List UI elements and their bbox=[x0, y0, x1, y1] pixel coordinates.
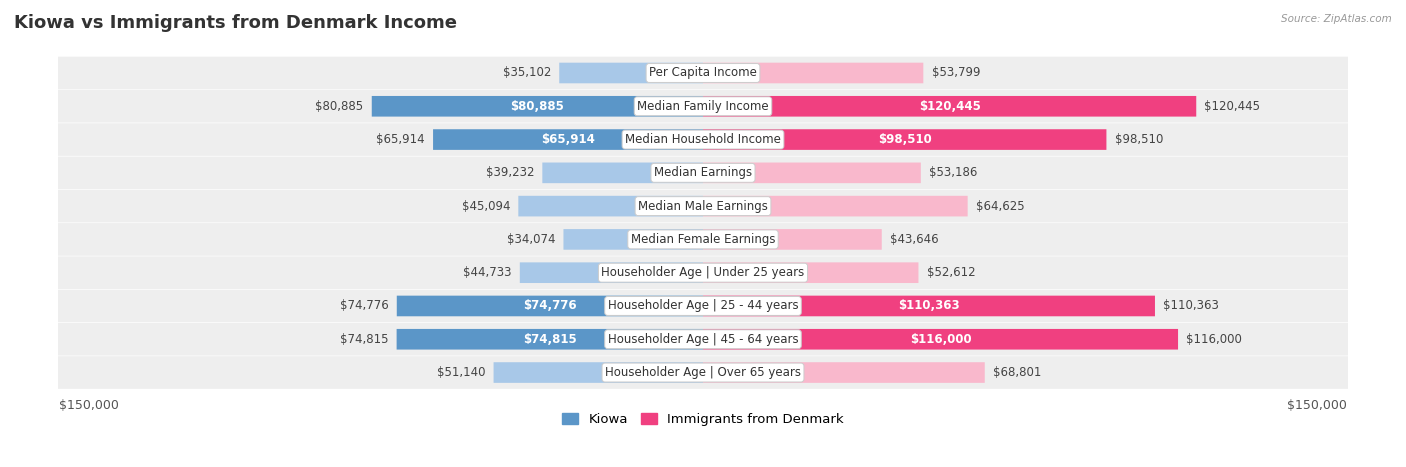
FancyBboxPatch shape bbox=[58, 256, 1348, 289]
Text: $74,815: $74,815 bbox=[340, 333, 388, 346]
FancyBboxPatch shape bbox=[58, 223, 1348, 256]
FancyBboxPatch shape bbox=[703, 296, 1154, 316]
Text: $74,776: $74,776 bbox=[340, 299, 388, 312]
Text: Median Earnings: Median Earnings bbox=[654, 166, 752, 179]
FancyBboxPatch shape bbox=[433, 129, 703, 150]
Text: $98,510: $98,510 bbox=[1115, 133, 1163, 146]
Text: Median Male Earnings: Median Male Earnings bbox=[638, 199, 768, 212]
Text: $74,776: $74,776 bbox=[523, 299, 576, 312]
Text: $53,186: $53,186 bbox=[929, 166, 977, 179]
FancyBboxPatch shape bbox=[703, 96, 1197, 117]
Text: Median Family Income: Median Family Income bbox=[637, 100, 769, 113]
FancyBboxPatch shape bbox=[371, 96, 703, 117]
FancyBboxPatch shape bbox=[494, 362, 703, 383]
FancyBboxPatch shape bbox=[560, 63, 703, 83]
Text: $98,510: $98,510 bbox=[877, 133, 932, 146]
Text: $74,815: $74,815 bbox=[523, 333, 576, 346]
Text: $44,733: $44,733 bbox=[463, 266, 512, 279]
FancyBboxPatch shape bbox=[58, 156, 1348, 189]
FancyBboxPatch shape bbox=[58, 123, 1348, 156]
FancyBboxPatch shape bbox=[58, 290, 1348, 322]
FancyBboxPatch shape bbox=[58, 190, 1348, 222]
FancyBboxPatch shape bbox=[543, 163, 703, 183]
FancyBboxPatch shape bbox=[703, 63, 924, 83]
FancyBboxPatch shape bbox=[564, 229, 703, 250]
FancyBboxPatch shape bbox=[703, 129, 1107, 150]
FancyBboxPatch shape bbox=[58, 356, 1348, 389]
Text: $80,885: $80,885 bbox=[315, 100, 364, 113]
FancyBboxPatch shape bbox=[703, 362, 984, 383]
Text: $120,445: $120,445 bbox=[918, 100, 980, 113]
Legend: Kiowa, Immigrants from Denmark: Kiowa, Immigrants from Denmark bbox=[557, 407, 849, 431]
Text: $110,363: $110,363 bbox=[1163, 299, 1219, 312]
Text: $68,801: $68,801 bbox=[993, 366, 1042, 379]
FancyBboxPatch shape bbox=[519, 196, 703, 216]
FancyBboxPatch shape bbox=[396, 329, 703, 350]
Text: $65,914: $65,914 bbox=[377, 133, 425, 146]
FancyBboxPatch shape bbox=[58, 57, 1348, 89]
Text: Per Capita Income: Per Capita Income bbox=[650, 66, 756, 79]
FancyBboxPatch shape bbox=[703, 329, 1178, 350]
Text: $35,102: $35,102 bbox=[503, 66, 551, 79]
Text: $53,799: $53,799 bbox=[932, 66, 980, 79]
Text: $39,232: $39,232 bbox=[485, 166, 534, 179]
Text: $116,000: $116,000 bbox=[1187, 333, 1241, 346]
Text: $45,094: $45,094 bbox=[461, 199, 510, 212]
Text: $34,074: $34,074 bbox=[506, 233, 555, 246]
Text: Householder Age | Over 65 years: Householder Age | Over 65 years bbox=[605, 366, 801, 379]
Text: $120,445: $120,445 bbox=[1205, 100, 1260, 113]
Text: Householder Age | 25 - 44 years: Householder Age | 25 - 44 years bbox=[607, 299, 799, 312]
Text: $64,625: $64,625 bbox=[976, 199, 1025, 212]
Text: $116,000: $116,000 bbox=[910, 333, 972, 346]
FancyBboxPatch shape bbox=[520, 262, 703, 283]
Text: $80,885: $80,885 bbox=[510, 100, 564, 113]
Text: Median Female Earnings: Median Female Earnings bbox=[631, 233, 775, 246]
Text: $110,363: $110,363 bbox=[898, 299, 960, 312]
FancyBboxPatch shape bbox=[703, 163, 921, 183]
Text: Kiowa vs Immigrants from Denmark Income: Kiowa vs Immigrants from Denmark Income bbox=[14, 14, 457, 32]
Text: $43,646: $43,646 bbox=[890, 233, 939, 246]
FancyBboxPatch shape bbox=[703, 262, 918, 283]
Text: Source: ZipAtlas.com: Source: ZipAtlas.com bbox=[1281, 14, 1392, 24]
Text: Householder Age | 45 - 64 years: Householder Age | 45 - 64 years bbox=[607, 333, 799, 346]
FancyBboxPatch shape bbox=[58, 90, 1348, 122]
Text: $65,914: $65,914 bbox=[541, 133, 595, 146]
FancyBboxPatch shape bbox=[703, 196, 967, 216]
FancyBboxPatch shape bbox=[58, 323, 1348, 355]
FancyBboxPatch shape bbox=[396, 296, 703, 316]
Text: Median Household Income: Median Household Income bbox=[626, 133, 780, 146]
FancyBboxPatch shape bbox=[703, 229, 882, 250]
Text: $52,612: $52,612 bbox=[927, 266, 976, 279]
Text: $51,140: $51,140 bbox=[437, 366, 485, 379]
Text: Householder Age | Under 25 years: Householder Age | Under 25 years bbox=[602, 266, 804, 279]
